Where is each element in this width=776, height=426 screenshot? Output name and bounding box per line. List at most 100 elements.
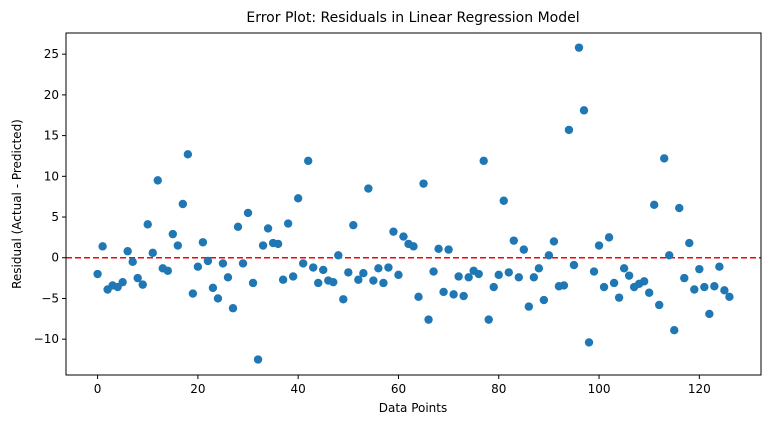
data-point bbox=[695, 264, 704, 274]
data-point bbox=[489, 282, 498, 292]
data-point bbox=[504, 268, 513, 277]
data-point bbox=[514, 273, 524, 282]
data-point bbox=[680, 273, 689, 283]
data-point bbox=[675, 203, 684, 213]
data-point bbox=[579, 106, 589, 115]
y-tick-label: 15 bbox=[44, 129, 59, 143]
x-tick-label: 40 bbox=[291, 382, 306, 396]
data-point bbox=[394, 270, 403, 280]
data-point bbox=[303, 156, 313, 166]
data-point bbox=[424, 315, 433, 324]
data-point bbox=[649, 200, 659, 210]
data-point bbox=[298, 259, 308, 268]
data-point bbox=[399, 232, 408, 241]
data-point bbox=[98, 242, 107, 251]
data-point bbox=[314, 278, 323, 288]
data-point bbox=[389, 227, 398, 236]
data-point bbox=[183, 150, 193, 159]
data-point bbox=[288, 272, 298, 281]
x-tick-label: 80 bbox=[491, 382, 506, 396]
x-tick-label: 20 bbox=[190, 382, 205, 396]
data-point bbox=[685, 238, 694, 248]
y-axis: −10 −5 0 5 10 15 20 25 bbox=[34, 47, 66, 346]
chart-title: Error Plot: Residuals in Linear Regressi… bbox=[246, 10, 579, 26]
data-point bbox=[354, 275, 363, 284]
data-point bbox=[238, 259, 248, 268]
data-point bbox=[660, 154, 669, 163]
y-tick-label: −5 bbox=[41, 291, 59, 305]
data-point bbox=[429, 267, 438, 276]
data-point bbox=[228, 304, 238, 313]
data-point bbox=[123, 247, 132, 256]
data-point bbox=[414, 292, 423, 302]
data-point bbox=[178, 199, 188, 209]
data-point bbox=[143, 220, 152, 229]
data-point bbox=[444, 245, 453, 254]
x-axis: 0 20 40 60 80 100 120 bbox=[94, 375, 711, 396]
data-point bbox=[434, 244, 443, 253]
data-point bbox=[519, 245, 529, 254]
data-point bbox=[594, 241, 604, 250]
data-point bbox=[644, 288, 654, 297]
data-point bbox=[203, 256, 213, 266]
data-point bbox=[609, 278, 619, 288]
data-point bbox=[213, 294, 223, 303]
data-point bbox=[128, 257, 137, 267]
data-point bbox=[329, 277, 338, 287]
data-point bbox=[584, 338, 594, 347]
data-point bbox=[670, 326, 679, 335]
data-point bbox=[364, 184, 373, 193]
data-point bbox=[319, 265, 328, 275]
data-point bbox=[454, 272, 463, 281]
data-point bbox=[253, 355, 263, 364]
data-point bbox=[599, 282, 609, 292]
data-points bbox=[93, 43, 734, 364]
data-point bbox=[293, 194, 303, 203]
data-point bbox=[138, 280, 147, 289]
y-tick-label: −10 bbox=[34, 332, 59, 346]
x-tick-label: 120 bbox=[688, 382, 711, 396]
data-point bbox=[589, 267, 599, 276]
data-point bbox=[349, 220, 358, 230]
plot-frame bbox=[65, 32, 762, 376]
data-point bbox=[569, 260, 579, 270]
data-point bbox=[705, 309, 714, 319]
data-point bbox=[243, 208, 253, 218]
data-point bbox=[263, 224, 273, 233]
data-point bbox=[449, 290, 458, 299]
data-point bbox=[384, 263, 393, 272]
data-point bbox=[233, 222, 243, 231]
data-point bbox=[148, 248, 157, 258]
data-point bbox=[509, 236, 518, 245]
data-point bbox=[344, 268, 353, 277]
data-point bbox=[339, 295, 348, 304]
data-point bbox=[715, 262, 724, 271]
data-point bbox=[534, 264, 544, 273]
data-point bbox=[374, 264, 383, 273]
data-point bbox=[725, 292, 734, 302]
data-point bbox=[544, 251, 554, 260]
data-point bbox=[479, 156, 488, 166]
data-point bbox=[474, 269, 483, 279]
data-point bbox=[218, 259, 228, 268]
data-point bbox=[198, 238, 208, 247]
data-point bbox=[283, 219, 293, 228]
data-point bbox=[278, 275, 288, 284]
data-point bbox=[168, 229, 178, 239]
data-point bbox=[710, 282, 719, 291]
data-point bbox=[539, 295, 549, 305]
data-point bbox=[223, 273, 233, 282]
y-axis-label: Residual (Actual - Predicted) bbox=[10, 119, 24, 289]
data-point bbox=[524, 302, 534, 311]
data-point bbox=[419, 179, 428, 188]
x-tick-label: 60 bbox=[391, 382, 406, 396]
data-point bbox=[574, 43, 584, 52]
data-point bbox=[464, 273, 473, 282]
data-point bbox=[559, 281, 569, 290]
y-tick-label: 20 bbox=[44, 88, 59, 102]
data-point bbox=[208, 283, 218, 293]
data-point bbox=[690, 285, 699, 294]
y-tick-label: 5 bbox=[51, 210, 59, 224]
data-point bbox=[624, 271, 634, 280]
